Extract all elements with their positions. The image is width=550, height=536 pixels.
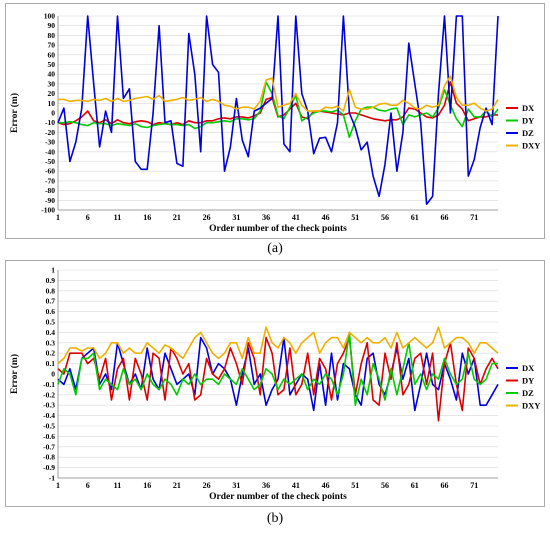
series-line-dz xyxy=(57,15,499,205)
y-tick-label: 0.5 xyxy=(46,318,56,327)
y-tick-label: -0.7 xyxy=(43,442,55,451)
y-tick-label: 0.7 xyxy=(46,297,56,306)
y-tick-label: -30 xyxy=(45,138,55,147)
x-tick-label: 11 xyxy=(114,481,122,490)
y-tick-label: -0.9 xyxy=(43,463,55,472)
legend-label-dy: DY xyxy=(522,376,534,386)
series-line-dy xyxy=(57,336,499,422)
series-line-dxy xyxy=(57,326,499,365)
x-tick-label: 56 xyxy=(381,213,389,222)
chart-a: -100-90-80-70-60-50-40-30-20-10010203040… xyxy=(9,12,540,235)
y-tick-label: -0.8 xyxy=(43,453,55,462)
x-tick-label: 1 xyxy=(56,213,60,222)
y-tick-label: -0.5 xyxy=(43,422,55,431)
legend-label-dz: DZ xyxy=(522,388,534,398)
x-tick-label: 61 xyxy=(411,481,419,490)
x-tick-label: 41 xyxy=(292,481,300,490)
x-tick-label: 31 xyxy=(232,481,240,490)
legend-label-dxy: DXY xyxy=(522,401,540,411)
series-line-dxy xyxy=(58,75,499,112)
y-tick-label: -0.2 xyxy=(43,390,55,399)
y-tick-label: 100 xyxy=(44,12,56,21)
y-tick-label: -10 xyxy=(45,118,55,127)
caption-a: (a) xyxy=(267,241,283,256)
legend-label-dy: DY xyxy=(522,116,534,126)
x-tick-label: 61 xyxy=(411,213,419,222)
series-line-dx xyxy=(57,81,498,126)
x-tick-label: 56 xyxy=(381,481,389,490)
x-tick-label: 26 xyxy=(203,213,211,222)
x-tick-label: 51 xyxy=(351,481,359,490)
y-tick-label: 80 xyxy=(48,31,56,40)
x-tick-label: 6 xyxy=(86,481,90,490)
chart-panel-a: -100 -90 -80 -70 -60 -50 -40 -30 -20 -10 0 10 20 30 40… xyxy=(5,3,545,239)
y-tick-label: 30 xyxy=(48,79,56,88)
y-tick-label: 0 xyxy=(51,109,55,118)
series-line-dz xyxy=(57,331,498,406)
y-tick-label: 20 xyxy=(48,89,56,98)
y-tick-label: 40 xyxy=(48,70,56,79)
y-tick-label: 0.9 xyxy=(46,276,56,285)
y-tick-label: 0.4 xyxy=(46,328,56,337)
y-tick-label: 50 xyxy=(48,60,56,69)
x-tick-label: 6 xyxy=(86,213,90,222)
y-tick-label: 10 xyxy=(48,99,56,108)
x-tick-label: 21 xyxy=(173,481,181,490)
legend-label-dxy: DXY xyxy=(522,141,540,151)
y-tick-label: 0.8 xyxy=(46,286,56,295)
x-tick-label: 71 xyxy=(470,213,478,222)
y-tick-label: -50 xyxy=(45,157,55,166)
x-tick-label: 66 xyxy=(440,481,448,490)
x-axis-label: Order number of the check points xyxy=(209,492,347,502)
y-tick-label: -70 xyxy=(45,176,55,185)
y-tick-label: 60 xyxy=(48,50,56,59)
y-tick-label: 70 xyxy=(48,41,56,50)
y-tick-label: -1 xyxy=(49,474,55,483)
y-tick-label: -0.3 xyxy=(43,401,55,410)
y-tick-label: -60 xyxy=(45,167,55,176)
chart-b: -1 -0.9-0.8 -0.7-0.6-0.5 -0.4-0.3 -0.2-0.10 0… xyxy=(9,266,540,503)
y-tick-label: 1 xyxy=(51,266,55,275)
legend-label-dx: DX xyxy=(522,363,535,373)
x-tick-label: 66 xyxy=(440,213,448,222)
legend-label-dx: DX xyxy=(522,103,535,113)
x-tick-label: 36 xyxy=(262,481,270,490)
y-tick-label: -80 xyxy=(45,186,55,195)
x-tick-label: 46 xyxy=(322,213,330,222)
y-tick-label: -40 xyxy=(45,147,55,156)
caption-b: (b) xyxy=(266,511,284,526)
y-tick-label: -0.6 xyxy=(43,432,55,441)
y-tick-label: 0.1 xyxy=(46,359,56,368)
y-tick-label: 0.3 xyxy=(46,338,56,347)
y-tick-label: -90 xyxy=(45,196,55,205)
y-tick-label: -100 xyxy=(41,206,55,215)
x-tick-label: 41 xyxy=(292,213,300,222)
y-axis-label: Error (m) xyxy=(9,93,20,133)
y-tick-label: 0.2 xyxy=(46,349,56,358)
x-tick-label: 26 xyxy=(203,481,211,490)
x-tick-label: 1 xyxy=(56,481,60,490)
x-tick-label: 51 xyxy=(351,213,359,222)
x-axis-label: Order number of the check points xyxy=(209,224,347,234)
y-tick-label: -0.1 xyxy=(43,380,55,389)
x-tick-label: 31 xyxy=(232,213,240,222)
y-tick-label: 90 xyxy=(48,21,56,30)
y-tick-label: -0.4 xyxy=(43,411,55,420)
x-tick-label: 21 xyxy=(173,213,181,222)
y-tick-label: 0 xyxy=(51,370,55,379)
x-tick-label: 16 xyxy=(143,213,151,222)
series-line-dy xyxy=(58,81,499,139)
y-tick-label: -20 xyxy=(45,128,55,137)
x-tick-label: 11 xyxy=(114,213,122,222)
x-tick-label: 16 xyxy=(143,481,151,490)
x-tick-label: 36 xyxy=(262,213,270,222)
x-tick-label: 71 xyxy=(470,481,478,490)
x-tick-label: 46 xyxy=(322,481,330,490)
y-tick-label: 0.6 xyxy=(46,307,56,316)
chart-panel-b: -1 -0.9 -0.8 -0.7 -0.6 -0.5 -0.4 -0.3 -0.2 -0.1 0 0… xyxy=(5,260,545,507)
legend-label-dz: DZ xyxy=(522,128,534,138)
y-axis-label: Error (m) xyxy=(9,354,20,394)
